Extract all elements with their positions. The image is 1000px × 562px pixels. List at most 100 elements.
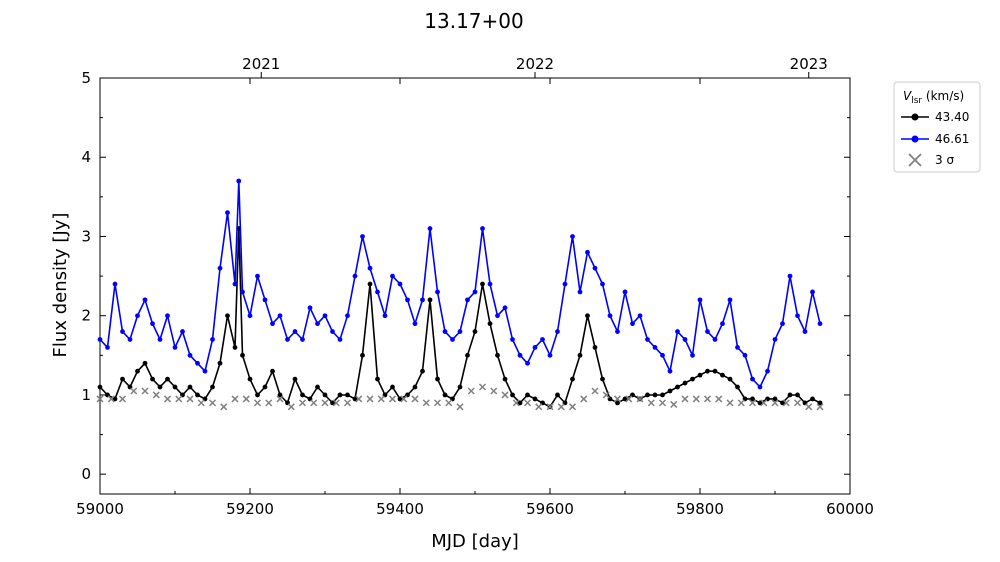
- series-point-43.40: [585, 313, 590, 319]
- series-point-43.40: [712, 368, 718, 374]
- series-point-46.61: [585, 249, 590, 255]
- sigma-marker: [636, 395, 644, 403]
- series-point-46.61: [352, 273, 358, 279]
- series-point-43.40: [195, 392, 200, 398]
- series-point-46.61: [390, 273, 395, 279]
- sigma-marker: [355, 395, 363, 403]
- series-point-46.61: [382, 313, 388, 319]
- series-point-43.40: [397, 396, 403, 402]
- chart-title: 13.17+00: [424, 9, 523, 33]
- series-point-43.40: [457, 384, 463, 390]
- series-point-43.40: [555, 392, 560, 398]
- series-point-46.61: [720, 321, 725, 327]
- sigma-marker: [490, 387, 498, 395]
- sigma-marker: [580, 395, 588, 403]
- legend-label-43.40: 43.40: [935, 110, 969, 124]
- series-point-43.40: [622, 396, 628, 402]
- series-point-46.61: [135, 313, 140, 319]
- series-point-46.61: [210, 337, 215, 342]
- sigma-marker: [242, 395, 250, 403]
- series-point-43.40: [187, 384, 193, 390]
- sigma-marker: [670, 400, 678, 408]
- series-point-46.61: [187, 352, 193, 358]
- series-point-46.61: [667, 368, 673, 374]
- series-point-46.61: [157, 337, 163, 342]
- series-point-43.40: [97, 384, 103, 390]
- series-point-43.40: [795, 392, 800, 398]
- series-point-43.40: [750, 396, 755, 402]
- series-point-46.61: [195, 360, 200, 366]
- series-point-43.40: [352, 396, 358, 402]
- series-point-46.61: [712, 337, 718, 342]
- series-point-46.61: [442, 329, 448, 334]
- series-point-46.61: [510, 337, 515, 342]
- series-point-46.61: [697, 297, 703, 303]
- series-point-43.40: [165, 376, 170, 382]
- series-point-43.40: [277, 392, 283, 398]
- sigma-marker: [163, 395, 172, 403]
- series-point-43.40: [142, 360, 148, 366]
- series-point-43.40: [645, 392, 650, 398]
- series-point-43.40: [345, 392, 350, 398]
- x-tick-label: 60000: [826, 500, 874, 518]
- series-point-43.40: [780, 400, 785, 406]
- series-point-43.40: [337, 392, 343, 398]
- sigma-marker: [737, 399, 745, 407]
- sigma-marker: [321, 399, 329, 407]
- sigma-marker: [715, 395, 723, 403]
- series-point-46.61: [165, 313, 170, 319]
- sigma-marker: [546, 403, 554, 411]
- sigma-marker: [107, 395, 115, 403]
- series-point-46.61: [592, 265, 598, 271]
- sigma-marker: [523, 399, 532, 407]
- series-point-46.61: [330, 329, 335, 334]
- sigma-marker: [726, 399, 734, 407]
- legend-box: [893, 81, 981, 173]
- series-point-43.40: [577, 352, 583, 358]
- series-point-43.40: [810, 396, 815, 402]
- top-axis-tick-label: 2023: [790, 55, 828, 73]
- series-point-43.40: [247, 376, 253, 382]
- legend-marker-43.40: [911, 113, 919, 121]
- series-point-46.61: [637, 313, 643, 319]
- sigma-marker: [591, 387, 599, 395]
- series-point-43.40: [412, 384, 418, 390]
- sigma-marker: [118, 395, 127, 403]
- series-point-46.61: [577, 289, 583, 295]
- series-point-46.61: [427, 226, 433, 231]
- series-point-46.61: [236, 178, 242, 184]
- sigma-marker: [343, 399, 352, 407]
- series-point-43.40: [375, 376, 380, 382]
- series-point-46.61: [150, 321, 155, 327]
- sigma-marker: [793, 399, 802, 407]
- series-point-46.61: [292, 329, 298, 334]
- series-point-43.40: [150, 376, 155, 382]
- sigma-marker: [231, 395, 239, 403]
- sigma-marker: [805, 403, 813, 411]
- series-point-43.40: [705, 368, 710, 374]
- series-point-43.40: [172, 384, 178, 390]
- series-point-46.61: [750, 376, 755, 382]
- series-point-43.40: [675, 384, 680, 390]
- series-point-43.40: [330, 400, 335, 406]
- series-point-46.61: [472, 289, 478, 295]
- sigma-marker: [265, 399, 273, 407]
- series-point-43.40: [367, 281, 373, 287]
- sigma-marker: [512, 399, 520, 407]
- sigma-marker: [568, 403, 577, 411]
- series-point-46.61: [757, 384, 763, 390]
- y-axis-label: Flux density [Jy]: [50, 213, 71, 358]
- sigma-marker: [625, 395, 633, 403]
- sigma-marker: [388, 395, 397, 403]
- series-point-43.40: [615, 400, 620, 406]
- series-point-46.61: [525, 360, 530, 366]
- series-point-46.61: [315, 321, 320, 327]
- sigma-marker: [377, 395, 385, 403]
- series-point-46.61: [172, 345, 178, 350]
- series-point-46.61: [600, 281, 605, 287]
- series-point-46.61: [225, 210, 230, 216]
- series-point-46.61: [450, 337, 455, 342]
- sigma-marker: [298, 399, 307, 407]
- series-point-43.40: [525, 392, 530, 398]
- series-point-46.61: [285, 337, 290, 342]
